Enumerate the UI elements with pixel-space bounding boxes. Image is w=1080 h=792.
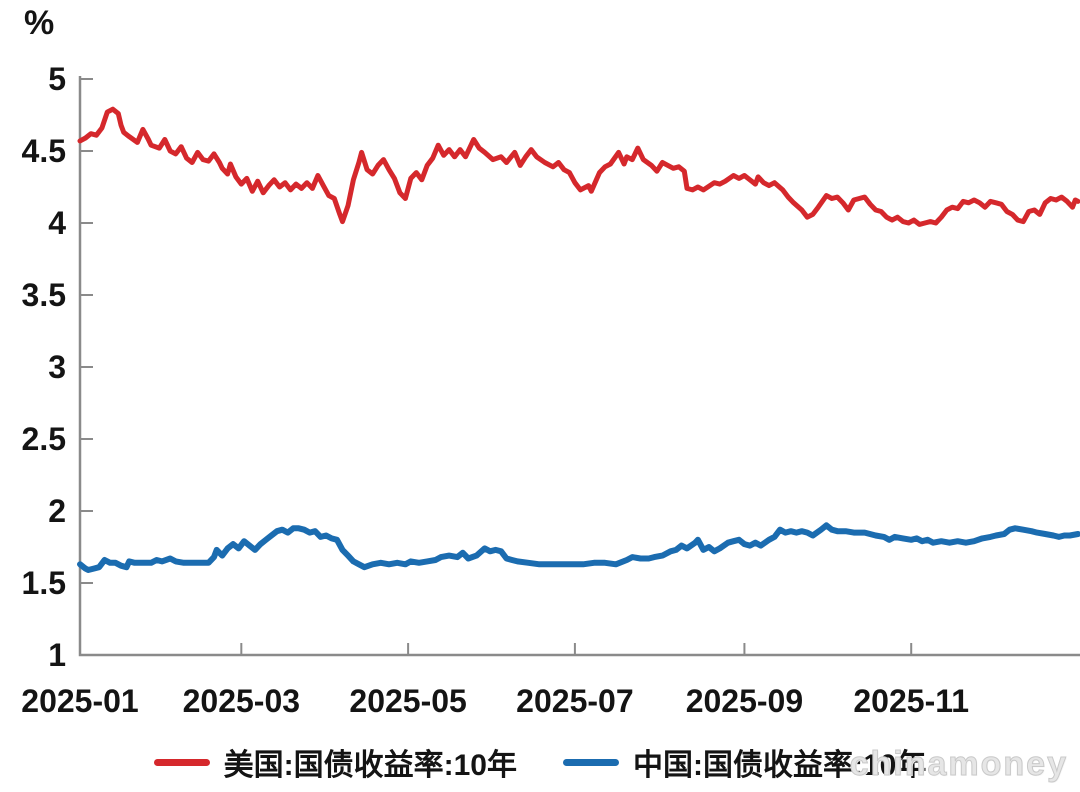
x-tick-label: 2025-05 <box>349 683 466 719</box>
legend: 美国:国债收益率:10年 中国:国债收益率:10年 <box>0 740 1080 784</box>
y-tick-label: 1.5 <box>22 565 66 601</box>
y-tick-label: 5 <box>48 61 66 97</box>
china-10y-line <box>77 522 1080 573</box>
y-tick-label: 2.5 <box>22 421 66 457</box>
y-tick-label: 3.5 <box>22 277 66 313</box>
us-10y-line <box>77 106 1080 227</box>
y-tick-label: 4 <box>48 205 66 241</box>
china-line-swatch-icon <box>563 758 619 766</box>
us-line-swatch-icon <box>153 758 210 766</box>
x-tick-label: 2025-11 <box>853 683 969 719</box>
x-tick-label: 2025-01 <box>21 683 138 719</box>
legend-item-us-10y: 美国:国债收益率:10年 <box>153 740 517 784</box>
legend-label-us-10y: 美国:国债收益率:10年 <box>223 749 517 782</box>
y-tick-label: 3 <box>48 349 66 385</box>
y-tick-label: 4.5 <box>22 133 66 169</box>
x-tick-label: 2025-09 <box>686 683 803 719</box>
legend-label-china-10y: 中国:国债收益率:10年 <box>633 749 927 782</box>
y-axis-unit-label: % <box>24 4 55 42</box>
x-tick-label: 2025-07 <box>516 683 633 719</box>
y-tick-label: 1 <box>48 637 66 673</box>
x-tick-label: 2025-03 <box>183 683 300 719</box>
legend-item-china-10y: 中国:国债收益率:10年 <box>563 740 926 784</box>
y-tick-label: 2 <box>48 493 66 529</box>
